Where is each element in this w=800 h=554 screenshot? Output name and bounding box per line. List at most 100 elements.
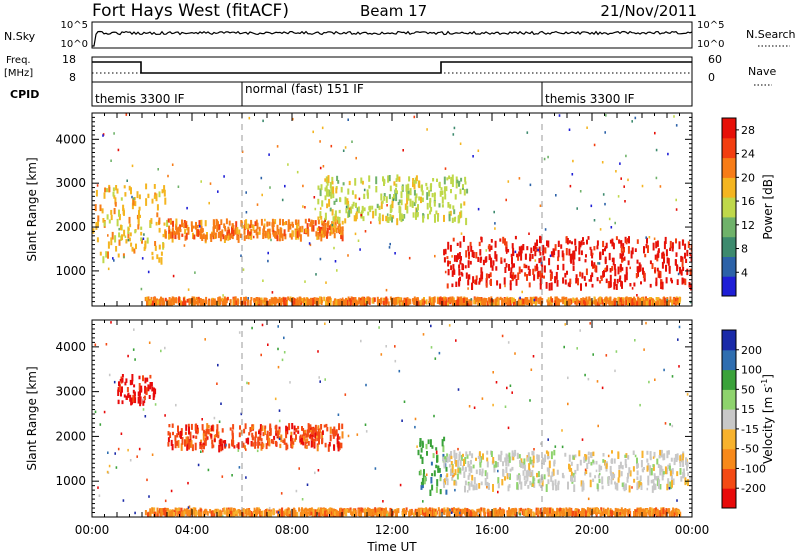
echo-cell — [580, 480, 583, 487]
noise-cell — [318, 376, 320, 379]
echo-cell — [364, 507, 367, 514]
echo-cell — [106, 214, 109, 220]
echo-cell — [537, 479, 540, 484]
echo-cell — [556, 469, 559, 475]
echo-cell — [550, 282, 553, 291]
echo-cell — [327, 444, 330, 452]
echo-cell — [160, 251, 163, 256]
freq-trace — [92, 61, 692, 74]
echo-cell — [645, 512, 648, 517]
echo-cell — [217, 300, 220, 306]
noise-cell — [238, 466, 241, 469]
echo-cell — [237, 442, 240, 450]
echo-cell — [330, 193, 333, 199]
noise-cell — [416, 445, 418, 448]
echo-cell — [279, 298, 282, 306]
echo-cell — [325, 423, 328, 428]
echo-cell — [171, 232, 174, 239]
noise-cell — [264, 218, 266, 222]
echo-cell — [481, 471, 484, 477]
echo-cell — [401, 508, 404, 512]
echo-cell — [169, 432, 172, 438]
echo-cell — [340, 186, 343, 193]
echo-cell — [499, 296, 502, 301]
colorbar-segment — [722, 488, 736, 509]
echo-cell — [665, 264, 667, 272]
echo-cell — [324, 300, 327, 306]
echo-cell — [469, 510, 472, 517]
echo-cell — [525, 509, 528, 517]
echo-cell — [552, 248, 555, 256]
echo-cell — [588, 296, 591, 304]
echo-cell — [533, 274, 536, 281]
echo-cell — [663, 257, 665, 264]
echo-cell — [436, 479, 439, 487]
echo-cell — [609, 268, 612, 273]
echo-cell — [681, 256, 684, 262]
noise-cell — [267, 259, 269, 263]
echo-cell — [682, 460, 685, 467]
noise-cell — [336, 269, 338, 272]
echo-cell — [578, 257, 581, 262]
noise-cell — [686, 393, 689, 396]
echo-cell — [297, 425, 300, 430]
echo-cell — [207, 300, 210, 306]
noise-cell — [511, 391, 513, 394]
echo-cell — [445, 186, 448, 192]
echo-cell — [285, 442, 288, 451]
echo-cell — [395, 193, 398, 202]
echo-cell — [454, 301, 457, 306]
echo-cell — [250, 297, 253, 301]
echo-cell — [199, 298, 202, 306]
echo-cell — [435, 464, 438, 469]
echo-cell — [245, 235, 248, 239]
echo-cell — [274, 219, 277, 225]
echo-cell — [296, 231, 299, 236]
echo-cell — [480, 267, 483, 274]
noise-cell — [172, 274, 175, 278]
echo-cell — [337, 180, 340, 184]
noise-cell — [157, 168, 159, 171]
echo-cell — [244, 423, 247, 430]
echo-cell — [268, 221, 271, 226]
echo-cell — [463, 471, 466, 478]
echo-cell — [655, 277, 658, 285]
echo-cell — [500, 511, 503, 517]
echo-cell — [371, 205, 374, 210]
echo-feature — [167, 218, 344, 244]
echo-cell — [188, 442, 190, 450]
echo-cell — [573, 250, 576, 256]
echo-cell — [419, 300, 422, 306]
echo-cell — [212, 226, 215, 233]
echo-cell — [399, 297, 402, 301]
echo-cell — [532, 476, 535, 484]
echo-cell — [326, 227, 329, 234]
echo-cell — [222, 234, 225, 240]
echo-cell — [247, 299, 249, 303]
echo-cell — [594, 509, 597, 513]
echo-cell — [180, 430, 182, 439]
echo-cell — [131, 374, 134, 382]
echo-cell — [627, 260, 630, 266]
echo-cell — [518, 478, 521, 485]
echo-cell — [443, 509, 446, 515]
echo-cell — [438, 297, 441, 304]
echo-cell — [407, 183, 410, 191]
echo-cell — [599, 296, 602, 303]
echo-cell — [128, 216, 131, 224]
noise-cell — [457, 388, 460, 391]
echo-cell — [247, 228, 250, 236]
echo-cell — [387, 175, 390, 183]
echo-cell — [122, 204, 125, 211]
echo-cell — [526, 297, 529, 301]
echo-cell — [214, 225, 217, 229]
echo-cell — [667, 464, 670, 469]
echo-cell — [624, 458, 627, 466]
noise-cell — [357, 239, 360, 242]
echo-cell — [661, 261, 664, 269]
echo-cell — [625, 453, 628, 458]
echo-cell — [678, 241, 681, 250]
echo-cell — [675, 511, 678, 517]
echo-cell — [627, 472, 629, 479]
echo-cell — [655, 297, 658, 301]
